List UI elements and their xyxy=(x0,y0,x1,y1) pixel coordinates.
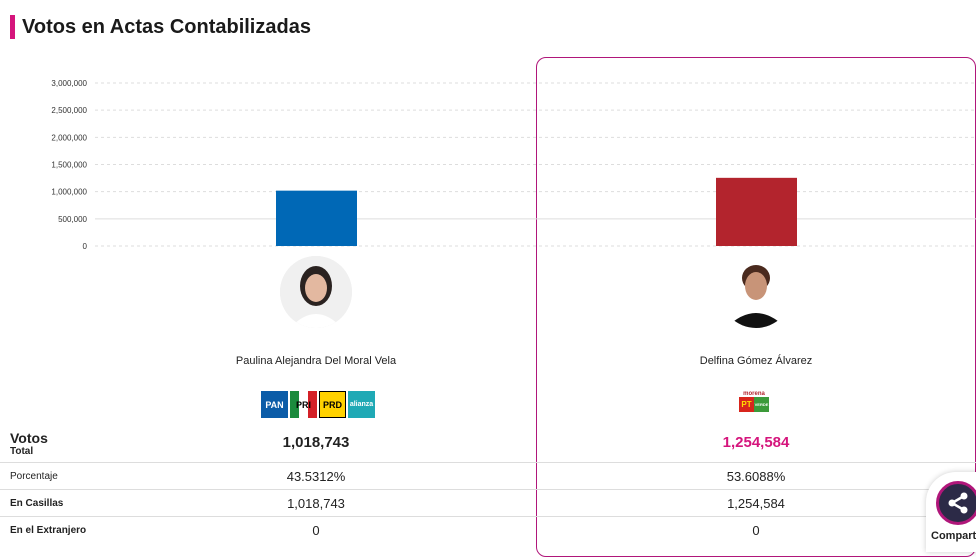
morena-logo: morena xyxy=(743,391,765,397)
total-label: Total xyxy=(10,446,34,457)
divider xyxy=(0,462,976,463)
divider xyxy=(0,516,976,517)
verde-logo: VERDE xyxy=(754,397,769,412)
bar-1[interactable] xyxy=(276,190,357,246)
candidate-2-photo xyxy=(720,256,792,328)
candidate-2-pct: 53.6088% xyxy=(726,469,786,484)
divider xyxy=(0,489,976,490)
candidate-2-party-logos: morena PT VERDE xyxy=(739,391,769,412)
bar-2[interactable] xyxy=(716,177,797,246)
pri-logo: PRI xyxy=(290,391,317,418)
candidate-1-party-logos: PAN PRI PRD alianza xyxy=(261,391,375,418)
y-tick-label: 1,500,000 xyxy=(51,161,87,170)
candidate-2-extranjero: 0 xyxy=(752,523,760,538)
candidate-2-casillas: 1,254,584 xyxy=(727,496,785,511)
candidate-1-total: 1,018,743 xyxy=(282,434,350,451)
casillas-label: En Casillas xyxy=(10,498,64,509)
share-button[interactable]: Compartir xyxy=(926,472,976,552)
votos-label: Votos xyxy=(10,430,48,446)
page-title: Votos en Actas Contabilizadas xyxy=(10,15,311,39)
candidate-1-photo xyxy=(280,256,352,328)
y-tick-label: 0 xyxy=(83,242,88,251)
y-tick-label: 2,000,000 xyxy=(51,133,87,142)
share-icon xyxy=(936,481,976,525)
y-tick-label: 3,000,000 xyxy=(51,79,87,88)
share-label: Compartir xyxy=(931,530,976,542)
candidate-1-name: Paulina Alejandra Del Moral Vela xyxy=(235,355,397,367)
candidate-2-total: 1,254,584 xyxy=(722,434,790,451)
y-tick-label: 1,000,000 xyxy=(51,188,87,197)
pt-logo: PT xyxy=(739,397,754,412)
candidate-1-casillas: 1,018,743 xyxy=(287,496,345,511)
candidate-2-name: Delfina Gómez Álvarez xyxy=(699,355,813,367)
candidate-1-pct: 43.5312% xyxy=(286,469,346,484)
votes-bar-chart: 0 500,000 1,000,000 1,500,000 2,000,000 2,500… xyxy=(51,79,976,251)
extranjero-label: En el Extranjero xyxy=(10,525,87,536)
candidate-1-extranjero: 0 xyxy=(312,523,320,538)
pan-logo: PAN xyxy=(261,391,288,418)
y-tick-label: 2,500,000 xyxy=(51,106,87,115)
percentage-label: Porcentaje xyxy=(10,471,58,482)
prd-logo: PRD xyxy=(319,391,346,418)
y-tick-label: 500,000 xyxy=(58,215,87,224)
alianza-logo: alianza xyxy=(348,391,375,418)
